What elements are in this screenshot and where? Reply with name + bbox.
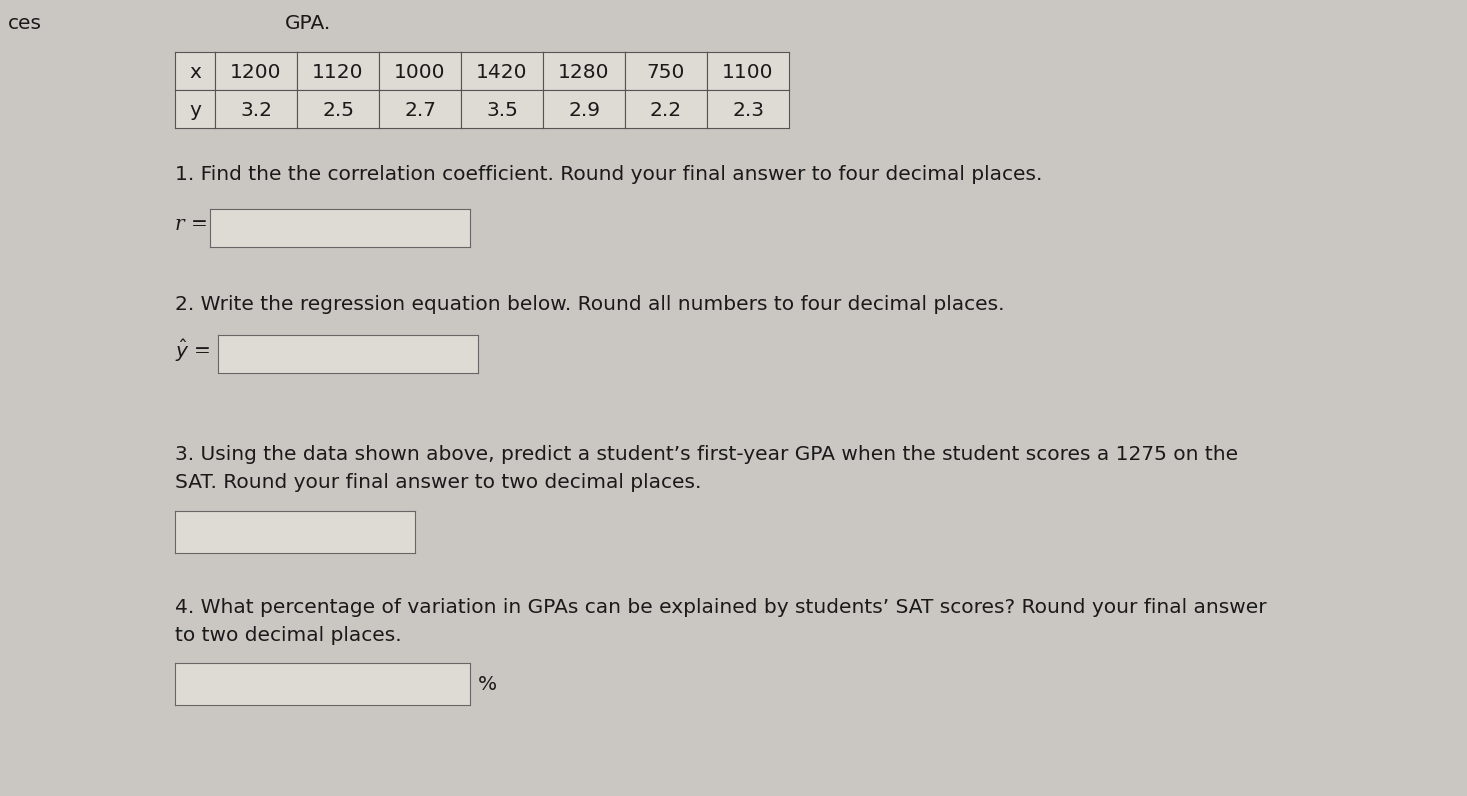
Text: to two decimal places.: to two decimal places. — [175, 626, 402, 645]
Text: 3.5: 3.5 — [486, 100, 518, 119]
Text: 2.5: 2.5 — [321, 100, 354, 119]
Text: 2.7: 2.7 — [403, 100, 436, 119]
Text: 1200: 1200 — [230, 63, 282, 81]
Text: ces: ces — [7, 14, 43, 33]
Text: 1120: 1120 — [312, 63, 364, 81]
Text: 2. Write the regression equation below. Round all numbers to four decimal places: 2. Write the regression equation below. … — [175, 295, 1005, 314]
Text: 3. Using the data shown above, predict a student’s first-year GPA when the stude: 3. Using the data shown above, predict a… — [175, 445, 1238, 464]
Text: %: % — [478, 674, 497, 693]
Text: 1420: 1420 — [477, 63, 528, 81]
Text: x: x — [189, 63, 201, 81]
Text: SAT. Round your final answer to two decimal places.: SAT. Round your final answer to two deci… — [175, 473, 701, 492]
Text: 750: 750 — [647, 63, 685, 81]
Text: 4. What percentage of variation in GPAs can be explained by students’ SAT scores: 4. What percentage of variation in GPAs … — [175, 598, 1266, 617]
Text: 1280: 1280 — [559, 63, 610, 81]
Text: 1100: 1100 — [722, 63, 773, 81]
Text: y: y — [189, 100, 201, 119]
Text: GPA.: GPA. — [285, 14, 332, 33]
Text: r =: r = — [175, 216, 208, 235]
Text: 1000: 1000 — [395, 63, 446, 81]
Text: 2.3: 2.3 — [732, 100, 764, 119]
Text: 3.2: 3.2 — [241, 100, 271, 119]
Text: $\hat{y}$ =: $\hat{y}$ = — [175, 338, 211, 364]
Text: 2.9: 2.9 — [568, 100, 600, 119]
Text: 1. Find the the correlation coefficient. Round your final answer to four decimal: 1. Find the the correlation coefficient.… — [175, 165, 1043, 184]
Text: 2.2: 2.2 — [650, 100, 682, 119]
